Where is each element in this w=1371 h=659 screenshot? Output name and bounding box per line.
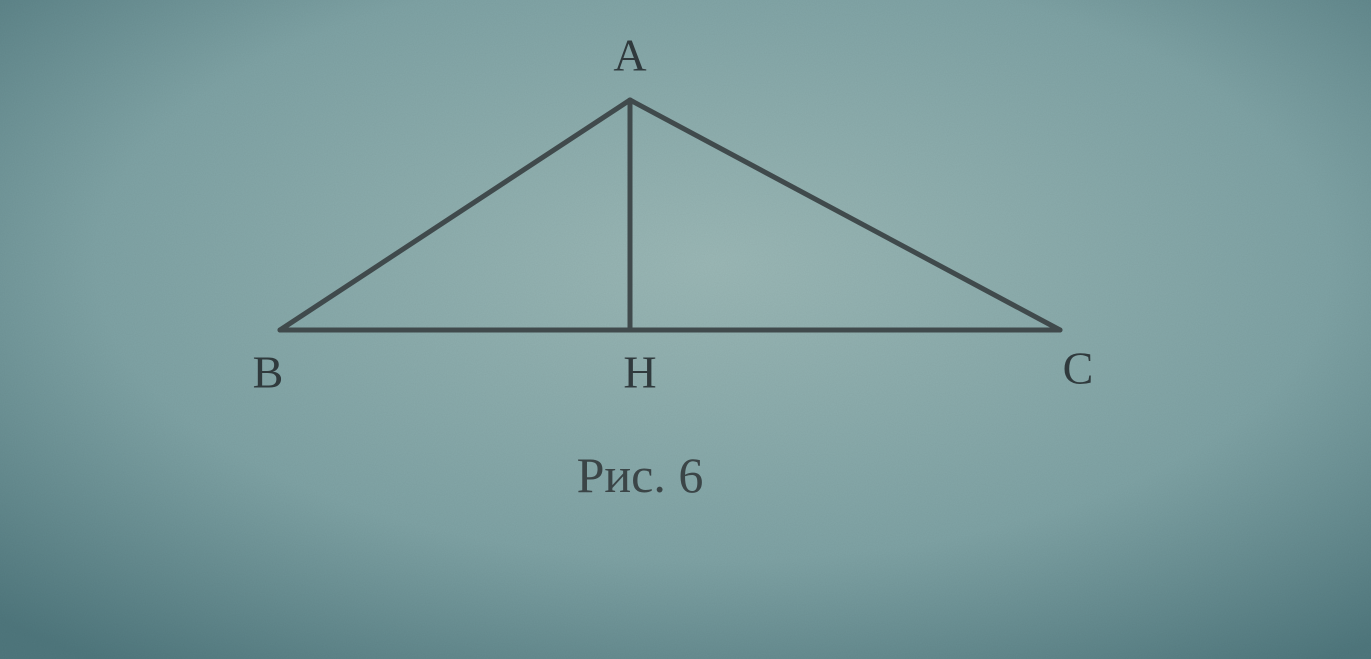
triangle-group — [280, 100, 1060, 330]
label-B: B — [253, 346, 284, 399]
caption: Рис. 6 — [577, 446, 704, 504]
edge-AC — [630, 100, 1060, 330]
edge-BA — [280, 100, 630, 330]
stage: A B H C Рис. 6 — [0, 0, 1371, 659]
triangle-svg — [0, 0, 1371, 659]
label-C: C — [1063, 342, 1094, 395]
label-A: A — [613, 29, 646, 82]
label-H: H — [623, 346, 656, 399]
